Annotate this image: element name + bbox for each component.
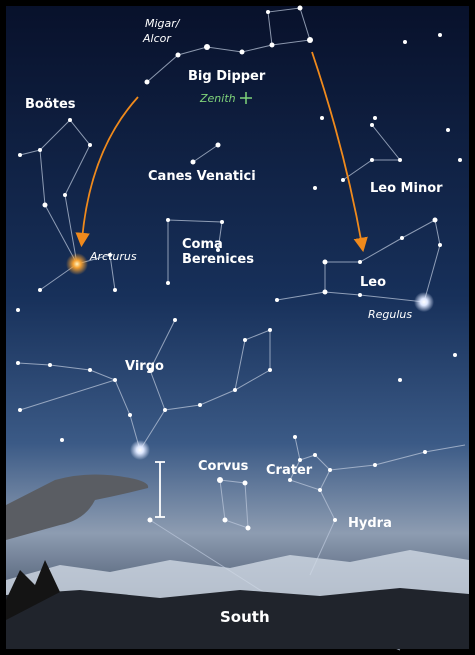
- stars: [16, 5, 462, 531]
- label-zenith: Zenith: [199, 92, 236, 105]
- label-coma-2: Berenices: [182, 252, 254, 267]
- label-crater: Crater: [266, 463, 313, 478]
- label-hydra: Hydra: [348, 516, 392, 531]
- label-canes-venatici: Canes Venatici: [148, 169, 256, 184]
- sky: [6, 6, 469, 649]
- label-leo-minor: Leo Minor: [370, 181, 443, 196]
- label-coma-1: Coma: [182, 237, 223, 252]
- regulus-star: [414, 292, 434, 312]
- hand: [6, 474, 149, 540]
- spica-star: [130, 440, 150, 460]
- label-virgo: Virgo: [125, 359, 164, 374]
- label-mizar-2: Alcor: [142, 32, 172, 45]
- arrow-arcturus: [75, 96, 139, 248]
- arcturus-star: [66, 253, 88, 275]
- label-big-dipper: Big Dipper: [188, 69, 266, 84]
- label-mizar-1: Migar/: [145, 17, 181, 30]
- label-leo: Leo: [360, 275, 386, 290]
- ground: [6, 588, 469, 649]
- label-south: South: [220, 608, 270, 626]
- label-corvus: Corvus: [198, 459, 249, 474]
- label-arcturus: Arcturus: [89, 250, 137, 263]
- tree: [6, 560, 60, 620]
- label-bootes: Boötes: [25, 97, 76, 112]
- span-bracket: [155, 461, 165, 518]
- arrow-leo: [311, 51, 368, 253]
- zenith-mark: [240, 92, 252, 104]
- label-regulus: Regulus: [368, 308, 412, 321]
